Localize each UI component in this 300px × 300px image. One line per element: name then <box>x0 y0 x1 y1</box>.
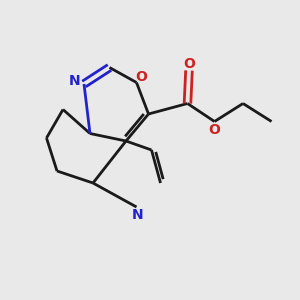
Text: O: O <box>208 124 220 137</box>
Text: N: N <box>69 74 81 88</box>
Text: O: O <box>136 70 148 84</box>
Text: O: O <box>183 57 195 70</box>
Text: N: N <box>132 208 144 222</box>
